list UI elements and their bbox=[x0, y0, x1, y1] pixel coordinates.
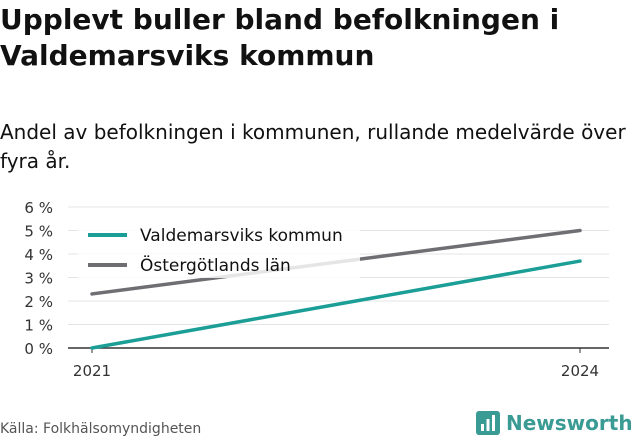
x-tick-label: 2024 bbox=[561, 362, 599, 380]
brand-logo: Newsworthy bbox=[476, 409, 631, 437]
y-tick-label: 2 % bbox=[24, 293, 53, 311]
y-tick-label: 1 % bbox=[24, 317, 53, 335]
brand-name: Newsworthy bbox=[506, 411, 631, 435]
y-tick-label: 5 % bbox=[24, 223, 53, 241]
chart-subtitle: Andel av befolkningen i kommunen, rullan… bbox=[0, 120, 626, 173]
legend-label: Valdemarsviks kommun bbox=[140, 226, 343, 246]
legend-background bbox=[78, 216, 360, 278]
y-tick-label: 0 % bbox=[24, 340, 53, 358]
chart-title: Upplevt buller bland befolkningen i Vald… bbox=[0, 3, 560, 72]
legend: Valdemarsviks kommun Östergötlands län bbox=[78, 216, 360, 278]
x-axis-ticks: 2021 2024 bbox=[73, 348, 599, 380]
y-tick-label: 6 % bbox=[24, 199, 53, 217]
source-note: Källa: Folkhälsomyndigheten bbox=[0, 421, 202, 437]
y-tick-label: 4 % bbox=[24, 246, 53, 264]
series-line-0 bbox=[90, 259, 582, 350]
y-axis-ticks: 0 % 1 % 2 % 3 % 4 % 5 % 6 % bbox=[24, 199, 53, 358]
x-tick-label: 2021 bbox=[73, 362, 111, 380]
line-chart: 0 % 1 % 2 % 3 % 4 % 5 % 6 % 2021 2024 Valdemars… bbox=[24, 199, 609, 380]
bar-chart-logo-icon bbox=[476, 411, 500, 435]
y-tick-label: 3 % bbox=[24, 270, 53, 288]
legend-label: Östergötlands län bbox=[140, 254, 291, 276]
